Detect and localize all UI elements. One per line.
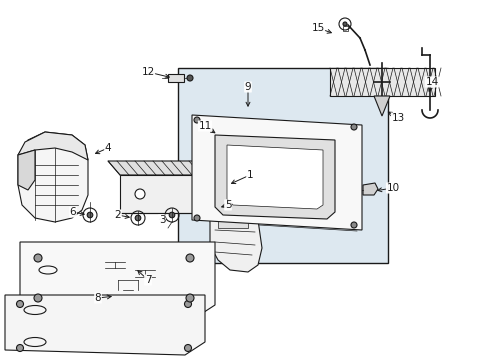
Bar: [168, 74, 183, 82]
Text: 3: 3: [159, 215, 165, 225]
Bar: [342, 26, 347, 31]
Circle shape: [342, 22, 346, 26]
Text: 6: 6: [70, 207, 76, 217]
Polygon shape: [18, 150, 35, 190]
Circle shape: [169, 212, 174, 218]
Circle shape: [17, 345, 23, 351]
Polygon shape: [5, 295, 204, 355]
Circle shape: [184, 345, 191, 351]
Text: 13: 13: [390, 113, 404, 123]
Circle shape: [185, 254, 194, 262]
Polygon shape: [18, 132, 88, 160]
Circle shape: [87, 212, 93, 218]
Text: 7: 7: [144, 275, 151, 285]
Text: 9: 9: [244, 82, 251, 92]
Text: 12: 12: [141, 67, 154, 77]
Bar: [218, 214, 247, 228]
Text: 15: 15: [311, 23, 324, 33]
Circle shape: [215, 189, 224, 199]
Text: 2: 2: [115, 210, 121, 220]
Circle shape: [17, 301, 23, 307]
Polygon shape: [226, 145, 323, 209]
Circle shape: [186, 75, 193, 81]
Polygon shape: [108, 161, 249, 175]
Circle shape: [185, 294, 194, 302]
Circle shape: [135, 215, 141, 221]
Circle shape: [194, 117, 200, 123]
Polygon shape: [362, 183, 377, 195]
Circle shape: [194, 215, 200, 221]
Circle shape: [34, 254, 42, 262]
Bar: [120, 175, 249, 213]
Circle shape: [350, 222, 356, 228]
Circle shape: [135, 189, 145, 199]
Bar: [329, 68, 434, 96]
Text: 11: 11: [198, 121, 211, 131]
Text: 4: 4: [104, 143, 111, 153]
Circle shape: [34, 294, 42, 302]
Polygon shape: [373, 96, 389, 116]
Text: 5: 5: [224, 200, 231, 210]
Bar: [178, 68, 387, 263]
Text: 8: 8: [95, 293, 101, 303]
Circle shape: [184, 301, 191, 307]
Polygon shape: [215, 135, 334, 219]
Text: 10: 10: [386, 183, 399, 193]
Circle shape: [350, 124, 356, 130]
Polygon shape: [209, 210, 262, 272]
Polygon shape: [192, 115, 361, 230]
Polygon shape: [18, 132, 88, 222]
Polygon shape: [20, 242, 215, 318]
Text: 14: 14: [425, 77, 438, 87]
Text: 1: 1: [246, 170, 253, 180]
